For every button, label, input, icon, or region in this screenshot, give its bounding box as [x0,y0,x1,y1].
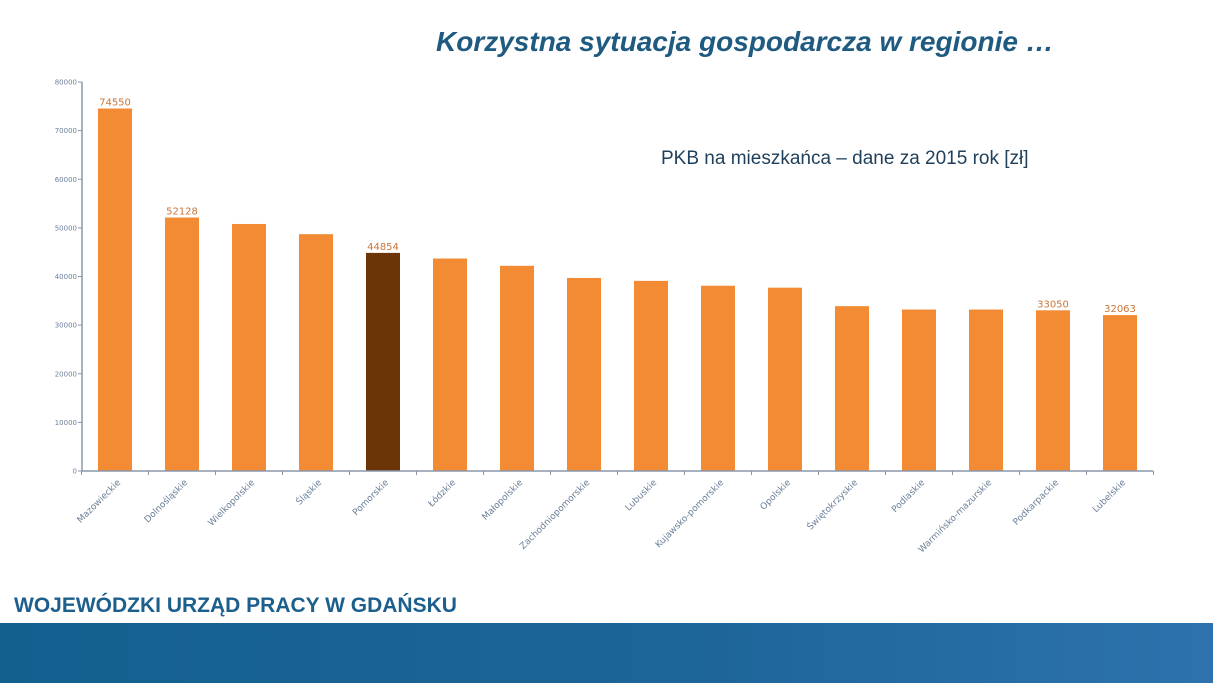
data-label-0: 74550 [99,98,131,109]
x-category-label: Pomorskie [351,478,391,518]
x-category-label: Kujawsko-pomorskie [654,478,727,551]
data-label-1: 52128 [166,207,198,218]
x-category-label: Śląskie [293,476,324,507]
y-tick-label: 20000 [55,370,77,378]
x-category-label: Wielkopolskie [207,478,258,529]
footer-organization-name: WOJEWÓDZKI URZĄD PRACY W GDAŃSKU [14,594,457,617]
x-axis: Mazowieckie Dolnośląskie Wielkopolskie Śląs… [76,470,1154,556]
x-category-label: Podlaskie [890,478,927,515]
x-category-label: Lubuskie [624,478,660,514]
bar-9 [701,285,735,471]
footer-bar [0,623,1213,683]
y-tick-label: 60000 [55,176,77,184]
x-category-label: Dolnośląskie [142,477,190,525]
bar-14 [1036,310,1070,471]
bar-6 [500,265,534,471]
bar-0 [98,108,132,472]
y-tick-label: 10000 [55,419,77,427]
bar-chart: 0 10000 20000 30000 40000 50000 60000 70000 8000… [55,79,1154,556]
bar-8 [634,280,668,471]
bar-2 [232,223,266,471]
data-label-4: 44854 [367,242,399,253]
y-tick-label: 50000 [55,224,77,232]
chart-subtitle: PKB na mieszkańca – dane za 2015 rok [zł… [661,148,1029,169]
y-tick-label: 40000 [55,273,77,281]
y-tick-label: 30000 [55,322,77,330]
bars: 74550 52128 44854 33050 32063 [98,98,1137,472]
bar-10 [768,287,802,471]
bar-1 [165,217,199,471]
y-tick-label: 0 [73,468,77,476]
x-category-label: Podkarpackie [1012,478,1062,528]
x-category-label: Zachodniopomorskie [518,478,592,552]
x-category-label: Opolskie [759,478,794,513]
x-category-label: Świętokrzyskie [804,476,860,532]
bar-11 [835,306,869,471]
x-category-label: Warmińsko-mazurskie [917,478,995,556]
bar-4 [366,252,400,471]
bar-5 [433,258,467,471]
bar-3 [299,234,333,471]
x-category-label: Małopolskie [481,478,526,523]
x-category-label: Łódzkie [425,477,458,510]
y-tick-label: 80000 [55,79,77,87]
bar-15 [1103,315,1137,471]
bar-7 [567,277,601,471]
bar-12 [902,309,936,471]
data-label-14: 33050 [1037,299,1069,310]
y-axis: 0 10000 20000 30000 40000 50000 60000 70000 8000… [55,79,83,476]
y-tick-label: 70000 [55,127,77,135]
x-category-label: Mazowieckie [76,478,124,526]
data-label-15: 32063 [1104,304,1136,315]
slide-title: Korzystna sytuacja gospodarcza w regioni… [436,26,1054,57]
bar-13 [969,309,1003,471]
x-category-label: Lubelskie [1091,478,1128,515]
